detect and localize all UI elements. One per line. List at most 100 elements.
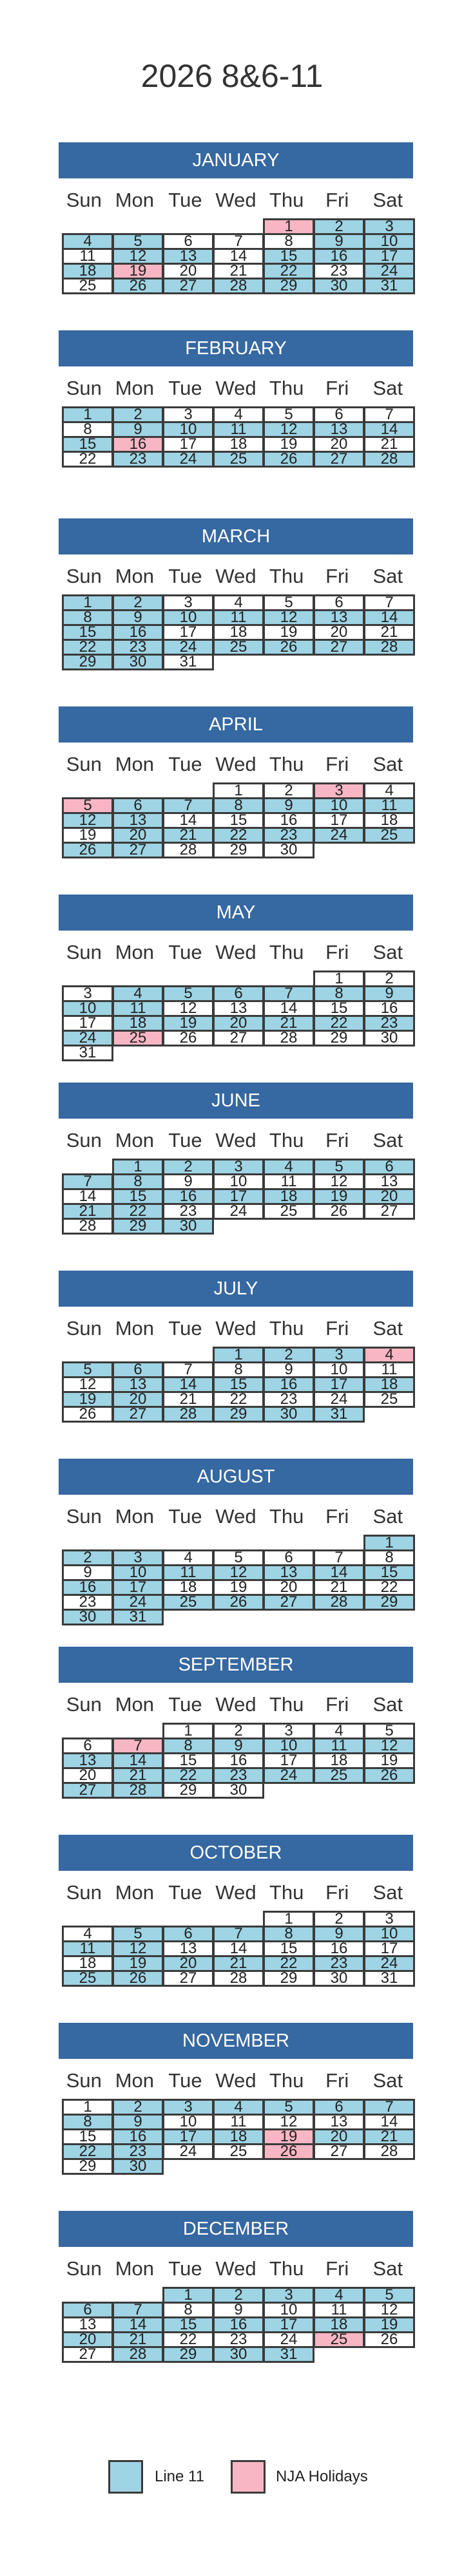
day-cell: 29 bbox=[263, 278, 314, 294]
day-cell: 16 bbox=[112, 436, 164, 453]
day-cell: 29 bbox=[313, 1030, 365, 1046]
weekday-label: Thu bbox=[269, 377, 304, 399]
month-header: SEPTEMBER bbox=[59, 1647, 413, 1683]
legend: Line 11 NJA Holidays bbox=[0, 2454, 464, 2494]
day-cell: 6 bbox=[162, 1926, 214, 1942]
day-cell: 25 bbox=[62, 1970, 113, 1987]
weekday-label: Thu bbox=[269, 2069, 304, 2092]
weekday-label: Sat bbox=[372, 565, 403, 587]
day-cell: 30 bbox=[112, 654, 164, 670]
weekday-label: Mon bbox=[115, 1317, 155, 1340]
weekday-label: Fri bbox=[325, 189, 349, 211]
day-cell: 5 bbox=[162, 985, 214, 1002]
weekday-label: Tue bbox=[168, 189, 202, 211]
month-january: JANUARY Sun Mon Tue Wed Thu Fri Sat 1 2 3 4 5 6 7 8 9 10 1… bbox=[59, 142, 415, 294]
weekday-label: Sat bbox=[372, 1317, 403, 1340]
weekday-label: Sun bbox=[66, 189, 102, 211]
day-cell: 26 bbox=[112, 1970, 164, 1987]
month-december: DECEMBER Sun Mon Tue Wed Thu Fri Sat 1 2 3 4 5 6 7 8 9 10… bbox=[59, 2211, 415, 2363]
day-cell: 31 bbox=[363, 278, 415, 294]
day-cell: 28 bbox=[263, 1030, 314, 1046]
day-cell: 23 bbox=[112, 451, 164, 468]
day-cell: 8 bbox=[313, 985, 365, 1002]
month-header: AUGUST bbox=[59, 1459, 413, 1495]
day-cell: 27 bbox=[213, 1030, 264, 1046]
month-header: FEBRUARY bbox=[59, 330, 413, 366]
day-grid: 1 2 3 4 5 6 7 8 9 10 11 12 13 14 15 16 17 18 19 20 21 22 23 24 2… bbox=[62, 1911, 415, 1987]
day-cell: 26 bbox=[62, 1406, 113, 1423]
weekday-label: Tue bbox=[168, 2257, 202, 2280]
day-cell: 30 bbox=[213, 1782, 264, 1799]
weekday-label: Sun bbox=[66, 941, 102, 963]
weekday-label: Mon bbox=[115, 2069, 155, 2092]
day-cell: 26 bbox=[263, 2143, 314, 2160]
weekday-label: Wed bbox=[215, 2069, 256, 2092]
day-cell: 27 bbox=[62, 1782, 113, 1799]
month-november: NOVEMBER Sun Mon Tue Wed Thu Fri Sat 1 2 3 4 5 6 7 8 9 10… bbox=[59, 2023, 415, 2175]
day-cell: 29 bbox=[112, 1218, 164, 1235]
month-august: AUGUST Sun Mon Tue Wed Thu Fri Sat 1 2 3 4 5 6 7 8 9 10 11… bbox=[59, 1459, 415, 1625]
day-cell: 8 bbox=[162, 1738, 214, 1754]
day-cell: 25 bbox=[213, 451, 264, 468]
day-cell: 28 bbox=[363, 451, 415, 468]
day-cell: 27 bbox=[313, 639, 365, 656]
day-cell: 8 bbox=[62, 609, 113, 626]
month-header: JUNE bbox=[59, 1083, 413, 1119]
day-cell: 25 bbox=[363, 827, 415, 844]
day-cell: 9 bbox=[313, 1926, 365, 1942]
day-cell: 21 bbox=[112, 1767, 164, 1784]
day-cell: 24 bbox=[263, 1767, 314, 1784]
weekday-label: Sun bbox=[66, 753, 102, 775]
day-cell: 27 bbox=[313, 451, 365, 468]
day-cell: 26 bbox=[263, 451, 314, 468]
day-cell: 31 bbox=[313, 1406, 365, 1423]
day-cell: 3 bbox=[313, 1347, 365, 1363]
day-cell: 24 bbox=[313, 827, 365, 844]
day-cell: 21 bbox=[213, 1955, 264, 1972]
day-cell: 8 bbox=[213, 797, 264, 814]
day-cell: 25 bbox=[313, 2331, 365, 2348]
day-cell: 29 bbox=[162, 2346, 214, 2363]
day-cell: 12 bbox=[313, 1173, 365, 1190]
day-cell: 23 bbox=[213, 2331, 264, 2348]
weekday-label: Thu bbox=[269, 1317, 304, 1340]
weekday-label: Thu bbox=[269, 565, 304, 587]
day-cell: 30 bbox=[313, 1970, 365, 1987]
day-cell: 29 bbox=[62, 654, 113, 670]
day-cell: 30 bbox=[263, 842, 314, 858]
weekday-label: Mon bbox=[115, 1881, 155, 1904]
weekday-label: Sun bbox=[66, 1693, 102, 1716]
month-header: JANUARY bbox=[59, 142, 413, 178]
day-cell: 26 bbox=[363, 2331, 415, 2348]
weekday-label: Tue bbox=[168, 941, 202, 963]
day-cell: 10 bbox=[313, 1361, 365, 1378]
day-cell: 17 bbox=[363, 248, 415, 265]
day-cell: 24 bbox=[213, 1203, 264, 1220]
weekday-label: Mon bbox=[115, 941, 155, 963]
day-grid: 1 2 3 4 5 6 7 8 9 10 11 12 13 14 15 16 17 18 19 20 21 22 23 24 2… bbox=[62, 594, 415, 670]
weekday-row: Sun Mon Tue Wed Thu Fri Sat bbox=[59, 1126, 413, 1155]
weekday-label: Mon bbox=[115, 189, 155, 211]
weekday-label: Sat bbox=[372, 377, 403, 399]
day-cell: 25 bbox=[313, 1767, 365, 1784]
day-cell: 9 bbox=[363, 985, 415, 1002]
day-cell: 28 bbox=[313, 1594, 365, 1611]
weekday-row: Sun Mon Tue Wed Thu Fri Sat bbox=[59, 1314, 413, 1343]
weekday-label: Sat bbox=[372, 1129, 403, 1151]
day-grid: 1 2 3 4 5 6 7 8 9 10 11 12 13 14 15 16 17 18 19 20 21 22 23 24 2… bbox=[62, 2287, 415, 2363]
day-cell: 30 bbox=[263, 1406, 314, 1423]
weekday-label: Fri bbox=[325, 753, 349, 775]
day-cell: 27 bbox=[313, 2143, 365, 2160]
day-grid: 1 2 3 4 5 6 7 8 9 10 11 12 13 14 15 16 17 18 19 20 21 22 23 24 2… bbox=[62, 218, 415, 294]
weekday-label: Mon bbox=[115, 377, 155, 399]
day-cell: 24 bbox=[363, 1955, 415, 1972]
weekday-row: Sun Mon Tue Wed Thu Fri Sat bbox=[59, 186, 413, 214]
weekday-label: Thu bbox=[269, 189, 304, 211]
day-cell: 28 bbox=[112, 1782, 164, 1799]
weekday-label: Thu bbox=[269, 941, 304, 963]
legend-holiday-swatch bbox=[231, 2460, 266, 2494]
weekday-label: Tue bbox=[168, 1317, 202, 1340]
month-july: JULY Sun Mon Tue Wed Thu Fri Sat 1 2 3 4 5 6 7 8 9 10 11 12… bbox=[59, 1271, 415, 1423]
day-cell: 4 bbox=[112, 985, 164, 1002]
weekday-label: Sun bbox=[66, 2257, 102, 2280]
